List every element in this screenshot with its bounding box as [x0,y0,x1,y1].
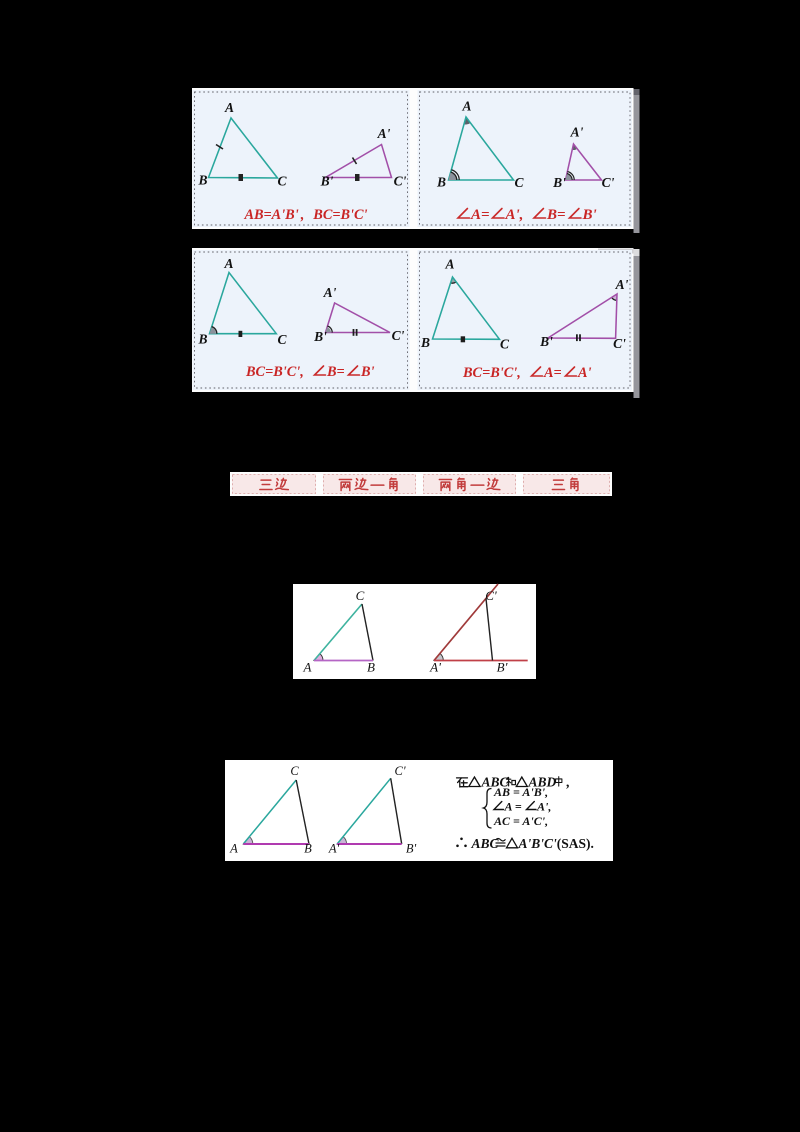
svg-text:C': C' [392,328,405,343]
svg-text:B=: B= [546,207,566,223]
svg-text:B=: B= [326,364,345,380]
svg-text:C': C' [394,764,405,778]
svg-text:A: A [444,257,454,272]
svg-text:A': A' [328,842,340,856]
svg-text:BC=B'C',: BC=B'C', [462,365,521,381]
svg-text:A': A' [570,125,584,140]
svg-text:B': B' [406,842,417,856]
svg-text:ABD: ABD [528,775,557,790]
svg-text:B: B [420,335,430,350]
svg-text:B: B [197,332,207,347]
svg-text:B: B [367,660,375,675]
svg-text:A: A [303,660,312,675]
svg-text:A': A' [377,126,391,141]
svg-text:A: A [224,100,234,115]
svg-text:C: C [500,337,510,352]
svg-text:A=: A= [543,365,562,381]
svg-text:A: A [461,99,471,114]
svg-text:B': B' [313,329,327,344]
svg-text:C: C [290,764,299,778]
svg-text:A',: A', [536,800,551,814]
svg-text:A'B'C'(SAS).: A'B'C'(SAS). [518,836,594,851]
svg-text:A=: A= [470,207,490,223]
svg-text:A: A [229,842,238,856]
svg-text:AC = A'C',: AC = A'C', [493,814,548,828]
svg-text:C': C' [394,174,407,189]
svg-text:A =: A = [504,800,522,814]
svg-text:A',: A', [505,207,524,223]
svg-text:C: C [514,175,524,190]
svg-text:B: B [304,842,312,856]
svg-text:AB = A'B',: AB = A'B', [493,785,548,799]
svg-text:B': B' [497,660,508,675]
svg-text:C': C' [485,588,497,603]
svg-text:B': B' [582,207,597,223]
svg-text:A': A' [429,660,441,675]
svg-text:ABC: ABC [481,775,510,790]
svg-text:A': A' [323,285,337,300]
svg-text:B': B' [360,364,375,380]
svg-text:B: B [197,173,207,188]
svg-text:BC=B'C',: BC=B'C', [245,364,304,380]
svg-text:,: , [566,775,569,790]
svg-text:C: C [356,588,365,603]
svg-text:ABC: ABC [471,836,500,851]
svg-text:B: B [436,175,446,190]
svg-text:A: A [223,256,233,271]
svg-text:C: C [277,174,287,189]
svg-text:B': B' [539,334,553,349]
svg-text:A': A' [615,277,629,292]
svg-text:C: C [277,332,287,347]
svg-text:B': B' [552,175,566,190]
svg-text:A': A' [577,365,592,381]
svg-text:C': C' [602,175,615,190]
svg-text:B': B' [320,174,334,189]
svg-text:C': C' [613,336,626,351]
